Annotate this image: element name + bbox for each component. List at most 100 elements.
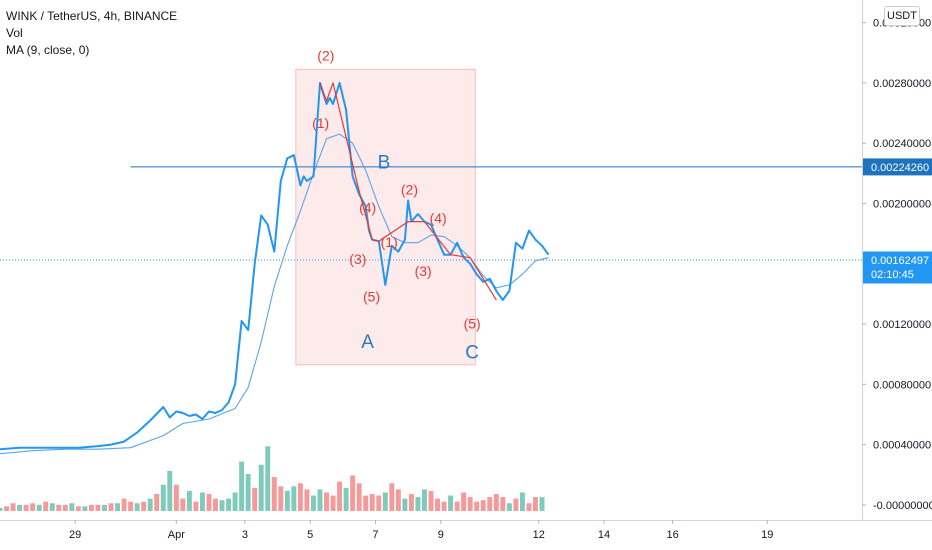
volume-bar (428, 490, 434, 511)
price-badge-countdown: 02:10:45 (871, 269, 914, 281)
price-tick-label: 0.00040000 (873, 440, 931, 452)
volume-bars-layer (0, 446, 545, 511)
volume-bar (310, 495, 316, 511)
volume-bar (533, 497, 538, 511)
volume-bar (134, 503, 140, 511)
currency-button[interactable]: USDT (884, 6, 920, 26)
volume-bar (88, 504, 94, 511)
volume-bar (487, 497, 493, 511)
volume-bar (291, 486, 297, 511)
price-badge (863, 251, 932, 284)
volume-bar (75, 506, 81, 511)
volume-bar (167, 470, 173, 511)
wave-count-label: (1) (381, 234, 398, 250)
volume-bar (454, 501, 460, 511)
price-badge-value: 0.00162497 (871, 255, 929, 267)
volume-bar (199, 492, 205, 511)
wave-count-label: (4) (430, 210, 447, 226)
volume-bar (474, 501, 480, 511)
wave-count-label: (2) (317, 47, 334, 63)
volume-bar (304, 489, 310, 511)
volume-bar (232, 492, 238, 511)
volume-bar (0, 507, 3, 511)
wave-count-label: (5) (363, 288, 380, 304)
time-tick-label: 7 (372, 529, 378, 541)
volume-bar (480, 500, 486, 511)
volume-bar (350, 475, 356, 511)
volume-bar (23, 504, 29, 511)
volume-bar (10, 503, 16, 511)
abc-wave-label: A (361, 332, 374, 353)
volume-bar (121, 498, 127, 511)
price-badge (863, 158, 932, 176)
volume-bar (258, 464, 264, 511)
volume-bar (245, 473, 251, 511)
volume-bar (369, 494, 375, 511)
volume-bar (395, 489, 401, 511)
wave-annotations-layer: (2) (1) (4) (3) (5) (2) (1) (4) (3) (5) B A C (312, 47, 481, 363)
volume-bar (141, 501, 147, 511)
time-axis-background (0, 520, 932, 550)
volume-bar (226, 498, 232, 511)
price-series-line (0, 81, 550, 451)
volume-bar (376, 495, 382, 511)
horizontal-line-layer (0, 166, 862, 261)
volume-bar (402, 498, 408, 511)
volume-bar (36, 504, 42, 511)
volume-bar (506, 503, 512, 511)
volume-bar (128, 501, 134, 511)
volume-bar (43, 501, 49, 511)
wave-overlay-layer (319, 82, 497, 301)
wave-overlay-line (319, 82, 497, 301)
volume-bar (284, 490, 290, 511)
wave-count-label: (3) (349, 251, 366, 267)
time-tick-label: 9 (438, 529, 444, 541)
ma-indicator-label[interactable]: MA (9, close, 0) (6, 43, 90, 57)
wave-count-label: (1) (312, 115, 329, 131)
volume-bar (421, 489, 427, 511)
volume-bar (337, 481, 343, 511)
price-tick-label: 0.00280000 (873, 78, 931, 90)
moving-average-layer (0, 133, 549, 455)
abc-wave-label: B (378, 152, 391, 173)
volume-bar (219, 500, 225, 511)
elliott-wave-box (295, 68, 476, 366)
volume-bar (154, 494, 160, 511)
volume-bar (206, 494, 212, 511)
volume-bar (108, 503, 114, 511)
time-tick-label: 16 (666, 529, 678, 541)
volume-bar (356, 483, 362, 511)
volume-bar (56, 504, 62, 511)
price-series-layer (0, 81, 550, 451)
time-tick-label: 12 (533, 529, 545, 541)
price-tick-label: -0.00000000 (873, 500, 932, 512)
volume-bar (102, 504, 107, 511)
volume-bar (324, 492, 329, 511)
price-tick-label: 0.00080000 (873, 379, 931, 391)
volume-bar (317, 489, 323, 511)
volume-bar (415, 497, 421, 511)
price-badge-value: 0.00224260 (871, 162, 929, 174)
volume-bar (461, 492, 467, 511)
volume-bar (330, 495, 336, 511)
volume-bar (526, 503, 532, 511)
time-tick-label: 19 (761, 529, 773, 541)
price-tick-label: 0.00200000 (873, 198, 931, 210)
volume-bar (382, 492, 388, 511)
volume-bar (69, 503, 75, 511)
volume-bar (62, 504, 68, 511)
volume-bar (519, 492, 525, 511)
volume-bar (252, 487, 258, 511)
volume-indicator-label[interactable]: Vol (6, 26, 23, 40)
volume-bar (435, 498, 441, 511)
price-tick-label: 0.00240000 (873, 138, 931, 150)
volume-bar (186, 490, 192, 511)
volume-bar (95, 504, 101, 511)
volume-bar (265, 446, 271, 511)
volume-bar (49, 503, 55, 511)
volume-bar (160, 484, 166, 511)
symbol-title[interactable]: WINK / TetherUS, 4h, BINANCE (6, 9, 178, 23)
wave-count-label: (2) (401, 181, 418, 197)
